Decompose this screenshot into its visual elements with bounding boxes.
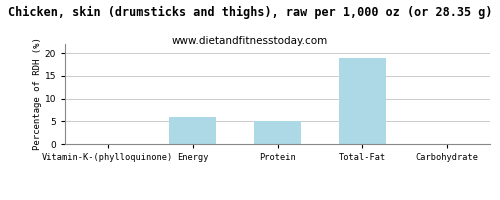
- Bar: [339, 58, 386, 144]
- Text: www.dietandfitnesstoday.com: www.dietandfitnesstoday.com: [172, 36, 328, 46]
- Bar: [169, 117, 216, 144]
- Text: Chicken, skin (drumsticks and thighs), raw per 1,000 oz (or 28.35 g): Chicken, skin (drumsticks and thighs), r…: [8, 6, 492, 19]
- Y-axis label: Percentage of RDH (%): Percentage of RDH (%): [32, 38, 42, 150]
- Bar: [254, 121, 301, 144]
